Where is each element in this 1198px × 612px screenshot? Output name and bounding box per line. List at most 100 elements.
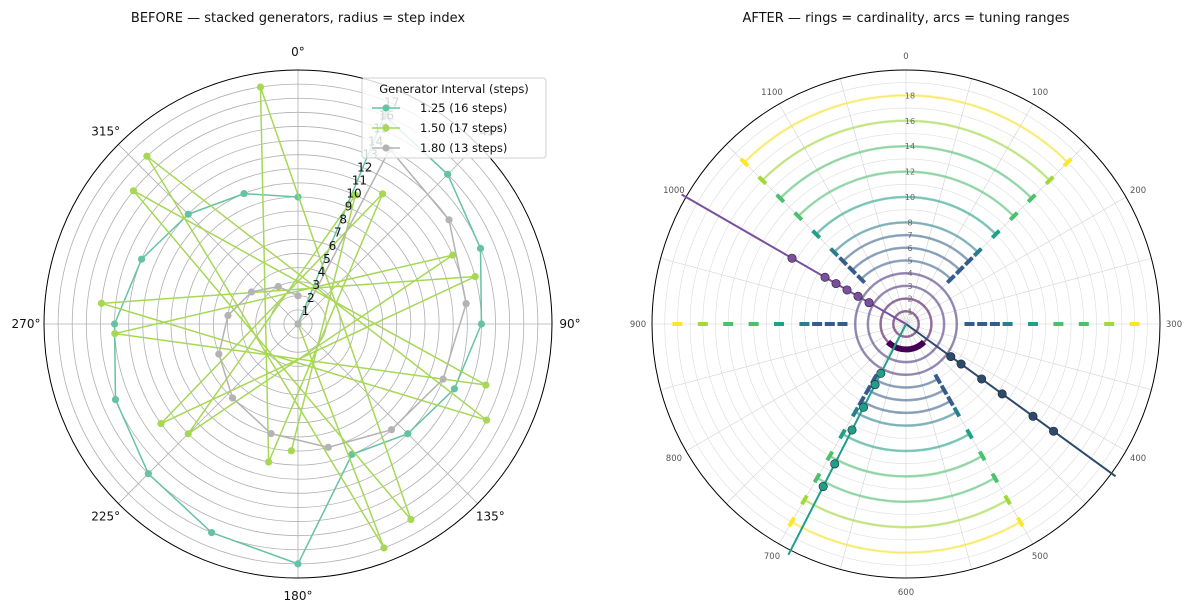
left-series-point [471,272,479,281]
right-generator-dot [864,298,874,308]
right-cardinality-ring [866,284,946,364]
right-polar-chart: 0100200300400500600700800900100011001234… [630,52,1182,598]
right-generator-dot [997,389,1007,399]
left-series-point [294,320,302,328]
right-generator-dot [831,279,841,289]
right-range-tick [1026,193,1037,204]
right-ring-label: 6 [907,244,912,253]
right-grid-spoke [905,257,1152,325]
right-generator-dot [847,425,857,435]
left-radial-tick-label: 7 [334,226,342,240]
left-series-point [380,544,388,552]
left-series-point [450,385,459,393]
right-range-tick [787,516,796,528]
right-cardinality-arc [854,410,958,427]
right-ring-label: 3 [907,282,912,291]
left-radial-tick-label: 4 [318,265,326,279]
left-radial-tick-label: 6 [329,239,337,253]
right-generator-dot [1028,411,1038,421]
left-legend-title: Generator Interval (steps) [379,82,529,96]
left-radial-tick-label: 10 [346,187,361,201]
right-generator-dot [870,380,880,390]
right-range-tick [829,247,840,258]
right-range-tick [933,373,942,385]
right-cents-tick-label: 800 [666,454,682,464]
right-range-tick [954,265,965,276]
right-chart-title: AFTER — rings = cardinality, arcs = tuni… [742,11,1069,26]
right-cents-tick-label: 600 [898,588,914,598]
right-range-tick [857,395,866,407]
left-series-point [351,191,359,199]
left-radial-tick-label: 3 [312,278,320,292]
right-range-tick [972,247,983,258]
left-series-point [228,394,237,402]
left-series-point [265,458,273,466]
right-cents-tick-label: 1100 [761,88,783,98]
left-series-point [387,426,396,434]
right-range-tick [945,274,956,285]
right-range-tick [990,472,1000,484]
right-generator-dot [820,272,830,282]
right-range-tick [1062,157,1073,168]
left-series-point [184,210,192,218]
right-grid-spoke [905,196,1127,325]
right-range-tick [856,274,867,285]
right-range-tick [1044,175,1055,186]
right-ring-label: 1 [907,307,912,316]
right-generator-dot [842,285,852,295]
right-range-tick [812,472,822,484]
right-ring-label: 14 [905,142,915,151]
right-cardinality-arc [829,454,983,478]
left-theta-tick-label: 135° [476,509,505,523]
right-cardinality-arc [842,233,970,263]
right-range-tick [977,450,987,462]
left-series-point [267,430,275,438]
right-cardinality-arc [797,170,1015,218]
right-range-tick [952,406,962,418]
left-theta-tick-label: 270° [12,317,41,331]
right-range-tick [847,265,858,276]
right-ring-label: 16 [905,117,915,126]
right-cardinality-arc [860,259,952,280]
right-cents-tick-label: 300 [1166,320,1182,330]
right-ring-label: 5 [907,257,912,266]
left-series-point [184,430,192,438]
right-grid-spoke [726,323,907,504]
left-theta-tick-label: 180° [284,589,313,603]
left-series-point [215,350,223,358]
right-generator-dot [853,291,863,301]
right-generator-dot [977,374,987,384]
right-range-tick [990,229,1001,240]
right-ring-label: 4 [907,269,912,278]
left-legend-swatch-marker [382,124,390,132]
right-ring-label: 8 [907,218,912,227]
right-ring-label: 12 [905,168,915,177]
left-theta-tick-label: 315° [91,125,120,139]
right-cents-tick-label: 0 [903,52,908,62]
left-series-point [110,320,119,328]
left-series-point [294,560,302,568]
left-series-point [111,330,119,338]
right-grid-spoke [660,257,907,325]
right-cents-tick-label: 1000 [663,186,685,196]
left-grid-spoke [118,144,299,325]
right-generator-ray [787,323,907,556]
right-cents-tick-label: 400 [1130,454,1146,464]
left-theta-tick-label: 225° [91,509,120,523]
left-legend-entry: 1.80 (13 steps) [420,141,507,155]
left-series-point [207,528,216,537]
left-radial-tick-label: 12 [357,161,372,175]
left-series-point [129,187,138,195]
left-series-point [137,255,146,263]
right-grid-spoke [685,323,907,452]
left-radial-tick-label: 8 [339,213,347,227]
left-polar-frame [43,69,553,579]
left-series-point [404,430,412,438]
right-grid-spoke [905,323,1086,504]
left-series-point [240,190,248,198]
right-ring-label: 7 [907,231,912,240]
right-cents-tick-label: 200 [1130,186,1146,196]
left-series-line [100,86,488,549]
right-range-tick [1016,516,1025,528]
